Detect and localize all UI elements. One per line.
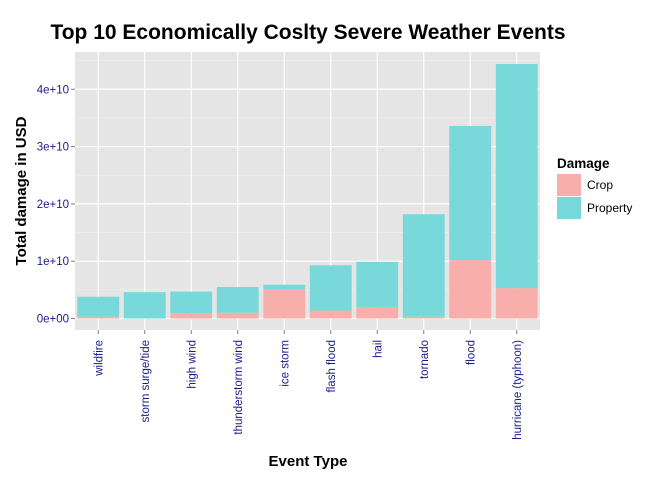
y-axis: 0e+00 1e+10 2e+10 3e+10 4e+10 xyxy=(37,84,75,326)
bar-crop-7 xyxy=(402,316,445,319)
bar-property-2 xyxy=(170,291,213,314)
y-tick-label: 4e+10 xyxy=(37,84,69,96)
x-tick-label: wildfire xyxy=(93,340,105,377)
bar-crop-8 xyxy=(449,260,492,319)
bar-property-3 xyxy=(216,287,259,313)
bar-property-1 xyxy=(123,292,166,319)
x-tick-label: hurricane (typhoon) xyxy=(512,340,524,440)
bar-property-9 xyxy=(495,64,538,289)
bar-crop-4 xyxy=(263,289,306,319)
y-tick-label: 1e+10 xyxy=(37,256,69,268)
y-tick-label: 3e+10 xyxy=(37,142,69,154)
x-tick-label: tornado xyxy=(419,340,431,379)
bar-property-8 xyxy=(449,125,492,261)
legend-label-property: Property xyxy=(587,201,632,215)
legend-swatch-crop xyxy=(557,174,581,196)
y-tick-label: 0e+00 xyxy=(37,314,69,326)
bar-crop-9 xyxy=(495,288,538,319)
legend-swatch-property xyxy=(557,197,581,219)
legend-label-crop: Crop xyxy=(587,178,613,192)
x-tick-label: ice storm xyxy=(279,340,291,387)
bar-crop-3 xyxy=(216,312,259,319)
bar-property-5 xyxy=(309,265,352,311)
x-axis: wildfire storm surge/tide high wind thunder… xyxy=(93,330,524,440)
y-tick-label: 2e+10 xyxy=(37,199,69,211)
x-axis-title: Event Type xyxy=(269,453,348,470)
y-axis-title: Total damage in USD xyxy=(13,116,30,265)
legend: Damage Crop Property xyxy=(557,156,632,219)
x-tick-label: flash flood xyxy=(326,340,338,392)
bar-crop-5 xyxy=(309,310,352,319)
chart-title: Top 10 Economically Coslty Severe Weathe… xyxy=(50,21,565,44)
bar-property-6 xyxy=(356,261,399,308)
bars xyxy=(77,64,538,319)
x-tick-label: hail xyxy=(372,340,384,358)
bar-crop-2 xyxy=(170,313,213,319)
x-tick-label: high wind xyxy=(186,340,198,389)
bar-property-7 xyxy=(402,214,445,317)
bar-property-0 xyxy=(77,296,120,317)
x-tick-label: storm surge/tide xyxy=(140,340,152,422)
x-tick-label: thunderstorm wind xyxy=(233,340,245,435)
bar-crop-6 xyxy=(356,307,399,319)
bar-crop-0 xyxy=(77,316,120,319)
legend-title: Damage xyxy=(557,156,610,171)
x-tick-label: flood xyxy=(465,340,477,365)
bar-property-4 xyxy=(263,284,306,290)
